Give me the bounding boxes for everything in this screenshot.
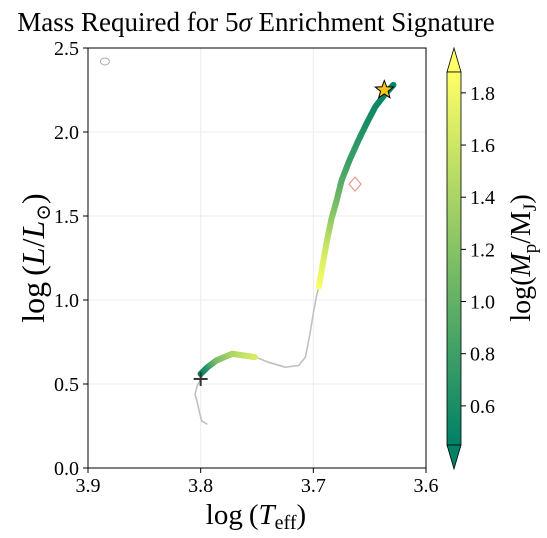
- colorbar-tick-label: 0.8: [470, 344, 495, 366]
- y-label-sun: ⊙: [33, 204, 55, 221]
- title-rest: Enrichment Signature: [252, 7, 495, 37]
- x-tick-label: 3.9: [76, 475, 101, 497]
- cbar-label-p: p: [520, 244, 541, 254]
- chart-title: Mass Required for 5σ Enrichment Signatur…: [17, 7, 494, 37]
- star-marker: [373, 79, 395, 99]
- diamond-marker: [348, 176, 362, 193]
- colorbar-tick-label: 0.6: [470, 396, 495, 418]
- colorbar-tick-label: 1.8: [470, 83, 495, 105]
- colorbar-tick-label: 1.6: [470, 135, 495, 157]
- colorbar: 0.6 0.8 1.0 1.2 1.4 1.6 1.8 log(Mp/MJ): [446, 46, 541, 471]
- plot-frame: [87, 47, 427, 469]
- colored-points: [197, 81, 397, 378]
- colored-point: [251, 354, 258, 361]
- x-label-sub: eff: [275, 512, 297, 534]
- colorbar-extend-bottom: [446, 444, 462, 471]
- x-axis-label: log (Teff): [206, 499, 306, 534]
- y-label-L: L: [15, 247, 51, 266]
- colorbar-body: [446, 71, 462, 446]
- x-tick-label: 3.6: [414, 475, 439, 497]
- colorbar-tick-label: 1.0: [470, 292, 495, 314]
- x-axis-ticks: 3.9 3.8 3.7 3.6: [76, 468, 439, 497]
- x-tick-label: 3.7: [301, 475, 326, 497]
- y-label-Lsun: L: [15, 221, 51, 240]
- y-label-log: log: [15, 282, 51, 323]
- y-tick-label: 1.5: [54, 206, 79, 228]
- colorbar-label: log(Mp/MJ): [506, 194, 541, 321]
- y-tick-label: 2.5: [54, 38, 79, 60]
- cbar-label-log: log: [506, 286, 537, 322]
- special-markers: [99, 57, 395, 386]
- colorbar-extend-top: [446, 46, 462, 73]
- colorbar-tick-label: 1.4: [470, 187, 495, 209]
- title-text: Mass Required for 5: [17, 7, 238, 37]
- x-label-log: log: [206, 499, 243, 531]
- y-axis-label: log(L/L⊙): [15, 193, 55, 322]
- y-tick-label: 2.0: [54, 122, 79, 144]
- title-sigma: σ: [238, 7, 253, 37]
- y-tick-label: 1.0: [54, 290, 79, 312]
- open-circle-marker: [99, 57, 110, 66]
- colorbar-tick-label: 1.2: [470, 239, 495, 261]
- cbar-label-J: J: [520, 204, 541, 211]
- y-tick-label: 0.0: [54, 458, 79, 480]
- x-label-T: T: [259, 499, 277, 531]
- colored-point: [390, 81, 397, 89]
- x-tick-label: 3.8: [188, 475, 213, 497]
- y-axis-ticks: 0.0 0.5 1.0 1.5 2.0 2.5: [54, 38, 88, 480]
- cbar-label-M: M: [506, 252, 537, 278]
- y-tick-label: 0.5: [54, 374, 79, 396]
- cbar-label-MJ: M: [506, 211, 537, 236]
- colorbar-ticks: 0.6 0.8 1.0 1.2 1.4 1.6 1.8: [461, 83, 495, 418]
